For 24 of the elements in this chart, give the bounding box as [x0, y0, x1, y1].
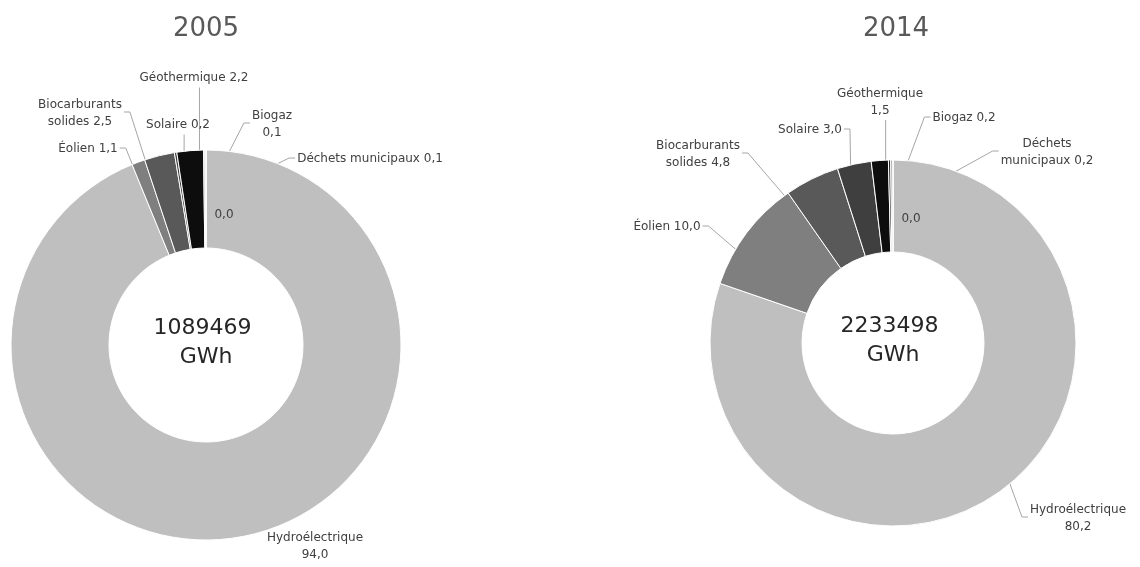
- data-label: 94,0: [301, 546, 329, 561]
- slice-label: Géothermique: [836, 85, 924, 100]
- slice-label: Hydroélectrique: [1029, 501, 1127, 516]
- slice-label: Géothermique 2,2: [139, 70, 249, 84]
- slice-label: Solaire 3,0: [778, 122, 842, 136]
- slice-label: Déchets municipaux 0,2: [1000, 135, 1094, 167]
- slice-label: Biocarburants solides 2,5: [38, 96, 122, 128]
- slice-label: Biocarburants solides 4,8: [656, 137, 740, 169]
- slice-label: Biogaz 0,2: [932, 110, 996, 124]
- text: 2233498 GWh: [840, 312, 946, 366]
- chart-title: 2014: [862, 12, 930, 42]
- data-label: 80,2: [1064, 518, 1092, 533]
- slice-label: Éolien 10,0: [633, 218, 701, 233]
- slice-label: Biogaz: [251, 107, 293, 122]
- text: 0,0: [901, 211, 921, 225]
- data-label: 1,5: [870, 102, 890, 117]
- slice-label: Éolien 1,1: [58, 140, 118, 155]
- text: 0,0: [214, 207, 234, 221]
- data-label: 0,1: [262, 124, 282, 139]
- chart-title: 2005: [172, 12, 240, 42]
- text: 1089469 GWh: [153, 314, 259, 368]
- slice-label: Solaire 0,2: [146, 117, 210, 131]
- slice-label: Déchets municipaux 0,1: [297, 151, 443, 165]
- slice-label: Hydroélectrique: [266, 529, 364, 544]
